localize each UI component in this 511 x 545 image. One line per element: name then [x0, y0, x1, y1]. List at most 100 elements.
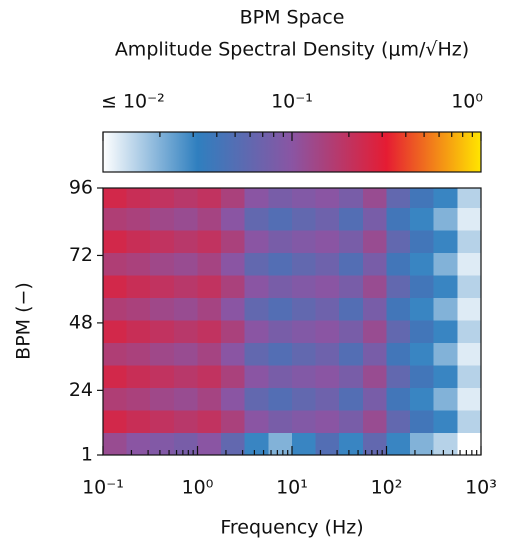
heatmap-cell [244, 320, 269, 344]
heatmap-cell [197, 432, 222, 456]
colorbar-tick-label: 10⁻¹ [271, 91, 313, 113]
heatmap-cell [410, 342, 435, 366]
x-axis-label: Frequency (Hz) [220, 517, 363, 539]
heatmap-cell [197, 230, 222, 254]
heatmap-cell [292, 432, 317, 456]
heatmap-cell [244, 252, 269, 276]
heatmap-cell [173, 252, 198, 276]
heatmap-cell [244, 275, 269, 299]
heatmap-cell [126, 252, 151, 276]
heatmap-cell [173, 320, 198, 344]
heatmap-cell [244, 188, 269, 209]
x-tick-label: 10⁰ [182, 477, 214, 499]
heatmap-cell [362, 275, 387, 299]
heatmap-cell [103, 320, 128, 344]
heatmap-cell [433, 432, 458, 456]
heatmap-cell [103, 342, 128, 366]
heatmap-cell [386, 342, 411, 366]
heatmap-cell [221, 275, 246, 299]
heatmap-cell [386, 432, 411, 456]
heatmap-cell [244, 410, 269, 434]
heatmap-cell [315, 230, 340, 254]
heatmap-cell [362, 432, 387, 456]
heatmap-cell [433, 342, 458, 366]
heatmap-cell [197, 297, 222, 321]
heatmap-cell [103, 207, 128, 231]
heatmap-cell [457, 275, 482, 299]
heatmap-cell [150, 230, 175, 254]
heatmap-cell [150, 320, 175, 344]
heatmap-cell [339, 387, 364, 411]
heatmap-cell [386, 188, 411, 209]
heatmap-cell [457, 365, 482, 389]
heatmap-cell [126, 207, 151, 231]
heatmap-cell [221, 342, 246, 366]
heatmap-cell [173, 410, 198, 434]
y-tick-label: 72 [69, 244, 93, 266]
heatmap-cell [103, 188, 128, 209]
heatmap-cell [315, 432, 340, 456]
heatmap-cell [339, 410, 364, 434]
heatmap-cell [410, 410, 435, 434]
heatmap-cell [292, 342, 317, 366]
heatmap-cell [386, 297, 411, 321]
heatmap-cell [410, 432, 435, 456]
heatmap-cell [268, 387, 293, 411]
heatmap-cell [221, 188, 246, 209]
heatmap-cell [173, 342, 198, 366]
heatmap-cell [410, 230, 435, 254]
heatmap-cell [221, 252, 246, 276]
heatmap-cell [103, 230, 128, 254]
heatmap-cell [339, 252, 364, 276]
heatmap-cell [410, 275, 435, 299]
heatmap-cell [244, 230, 269, 254]
heatmap-cell [103, 275, 128, 299]
heatmap-cell [292, 207, 317, 231]
heatmap-cell [103, 252, 128, 276]
heatmap-cell [244, 207, 269, 231]
heatmap-cell [410, 188, 435, 209]
heatmap-cell [362, 365, 387, 389]
heatmap-cell [126, 188, 151, 209]
heatmap-cell [386, 387, 411, 411]
heatmap-cell [362, 320, 387, 344]
heatmap-cell [221, 320, 246, 344]
x-tick-label: 10⁻¹ [82, 477, 124, 499]
heatmap-cell [103, 410, 128, 434]
heatmap-cell [244, 297, 269, 321]
chart-title: BPM Space [240, 7, 345, 29]
heatmap-cell [126, 365, 151, 389]
heatmap-cell [244, 365, 269, 389]
heatmap-cell [197, 252, 222, 276]
heatmap-cell [339, 188, 364, 209]
heatmap-cell [339, 342, 364, 366]
heatmap-cell [386, 365, 411, 389]
x-tick-label: 10³ [465, 477, 497, 499]
heatmap-cell [221, 297, 246, 321]
heatmap-cell [221, 365, 246, 389]
heatmap-cell [433, 387, 458, 411]
heatmap-cell [173, 230, 198, 254]
heatmap-cell [315, 410, 340, 434]
heatmap-cell [126, 297, 151, 321]
heatmap-cell [433, 410, 458, 434]
heatmap-cell [126, 320, 151, 344]
heatmap-cell [244, 432, 269, 456]
heatmap-cell [150, 365, 175, 389]
heatmap-cell [457, 320, 482, 344]
heatmap-cell [433, 297, 458, 321]
y-tick-label: 48 [69, 311, 93, 333]
y-tick-label: 96 [69, 177, 93, 199]
heatmap-cell [103, 297, 128, 321]
heatmap-cell [103, 365, 128, 389]
colorbar-tick-label: 10⁰ [451, 91, 483, 113]
heatmap-cell [221, 432, 246, 456]
heatmap [103, 188, 482, 456]
heatmap-cell [103, 387, 128, 411]
colorbar-tick-label: ≤ 10⁻² [101, 91, 165, 113]
heatmap-cell [150, 410, 175, 434]
heatmap-cell [362, 387, 387, 411]
heatmap-cell [315, 387, 340, 411]
heatmap-cell [292, 188, 317, 209]
heatmap-cell [268, 275, 293, 299]
